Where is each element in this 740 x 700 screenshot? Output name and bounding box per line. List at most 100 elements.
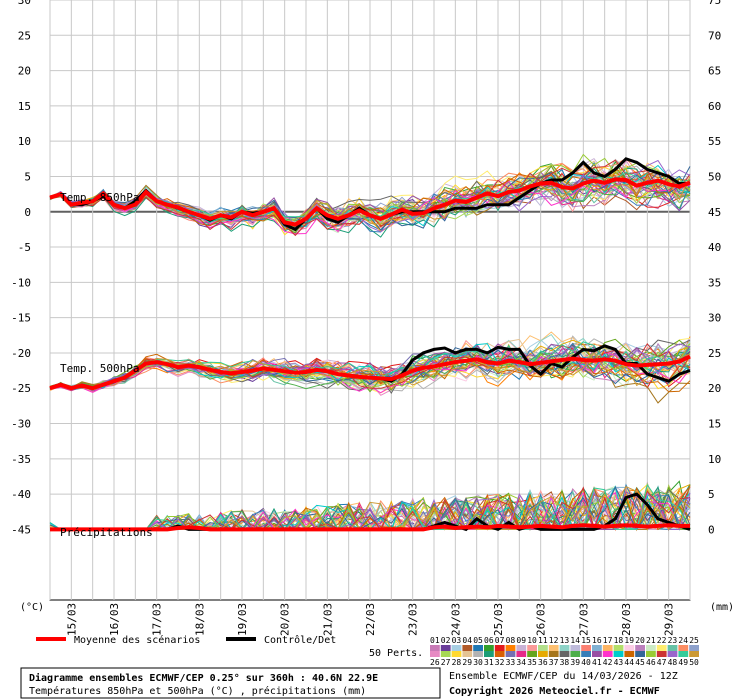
chart-grid — [49, 0, 691, 601]
panel-label-precip: Précipitations — [60, 526, 153, 539]
member-swatch — [592, 651, 602, 657]
right-tick-label: 25 — [708, 347, 721, 360]
right-tick-label: 0 — [708, 523, 715, 536]
member-number: 49 — [678, 658, 688, 667]
member-number: 02 — [441, 636, 451, 645]
panel-label-500: Temp. 500hPa — [60, 362, 139, 375]
right-tick-label: 50 — [708, 170, 721, 183]
member-number: 07 — [495, 636, 505, 645]
member-swatch — [678, 645, 689, 651]
member-swatch — [667, 645, 678, 651]
member-swatch — [516, 651, 527, 657]
member-line — [49, 343, 691, 389]
member-number: 06 — [484, 636, 494, 645]
member-swatch — [451, 651, 462, 657]
member-swatch — [440, 651, 451, 657]
main-lines — [49, 157, 691, 532]
member-swatch — [667, 651, 678, 657]
member-swatch — [494, 651, 505, 657]
member-number: 27 — [441, 658, 451, 667]
member-swatch — [635, 645, 645, 651]
member-number: 15 — [581, 636, 591, 645]
mean-line — [49, 354, 691, 391]
member-swatch — [462, 645, 473, 651]
x-tick-label: 16/03 — [108, 603, 121, 636]
member-swatch — [570, 651, 581, 657]
member-swatch — [570, 645, 581, 651]
member-swatch — [484, 645, 494, 651]
left-tick-label: 10 — [18, 135, 31, 148]
member-swatch — [656, 645, 667, 651]
member-swatch — [430, 651, 440, 657]
member-number: 14 — [570, 636, 580, 645]
x-tick-label: 26/03 — [535, 603, 548, 636]
member-swatch — [646, 651, 656, 657]
member-line — [49, 341, 691, 390]
member-number: 01 — [430, 636, 440, 645]
member-swatch — [689, 651, 699, 657]
member-line — [49, 159, 691, 233]
member-number: 45 — [635, 658, 645, 667]
member-number: 39 — [570, 658, 580, 667]
member-number: 30 — [473, 658, 483, 667]
member-number: 23 — [668, 636, 678, 645]
member-number: 10 — [527, 636, 537, 645]
member-number: 35 — [527, 658, 537, 667]
right-axis-unit: (mm) — [710, 602, 734, 613]
member-number: 29 — [462, 658, 472, 667]
left-tick-label: 15 — [18, 100, 31, 113]
x-tick-label: 25/03 — [492, 603, 505, 636]
member-swatch — [505, 651, 516, 657]
panel-label-850: Temp. 850hPa — [60, 191, 139, 204]
left-tick-label: -15 — [11, 312, 31, 325]
member-number: 16 — [592, 636, 602, 645]
member-swatch — [581, 645, 591, 651]
member-number: 48 — [668, 658, 678, 667]
member-number: 17 — [603, 636, 613, 645]
left-axis-unit: (°C) — [20, 602, 44, 613]
mean-line — [50, 523, 690, 532]
member-swatch — [656, 651, 667, 657]
member-number: 26 — [430, 658, 440, 667]
legend-control-label: Contrôle/Det — [264, 634, 336, 646]
right-tick-label: 75 — [708, 0, 721, 7]
member-number: 37 — [549, 658, 559, 667]
left-tick-label: -5 — [18, 241, 31, 254]
member-swatch — [624, 651, 635, 657]
member-number: 38 — [560, 658, 570, 667]
member-number: 47 — [657, 658, 667, 667]
member-swatch — [635, 651, 645, 657]
member-number: 24 — [678, 636, 688, 645]
member-swatch — [602, 651, 613, 657]
member-line — [49, 352, 691, 390]
member-number: 12 — [549, 636, 559, 645]
member-swatch — [440, 645, 451, 651]
member-number: 41 — [592, 658, 602, 667]
member-swatch — [559, 651, 570, 657]
x-tick-label: 21/03 — [321, 603, 334, 636]
member-number: 04 — [462, 636, 472, 645]
member-number: 36 — [538, 658, 548, 667]
member-swatch — [527, 651, 537, 657]
member-number: 22 — [657, 636, 667, 645]
member-swatch — [624, 645, 635, 651]
member-swatch — [527, 645, 537, 651]
member-swatch — [473, 645, 483, 651]
member-number: 18 — [614, 636, 624, 645]
right-tick-label: 20 — [708, 382, 721, 395]
x-tick-label: 22/03 — [364, 603, 377, 636]
x-tick-label: 28/03 — [620, 603, 633, 636]
member-number: 03 — [452, 636, 462, 645]
member-number: 32 — [495, 658, 505, 667]
left-tick-label: 30 — [18, 0, 31, 7]
legend: Moyenne des scénarios Contrôle/Det 50 Pe… — [36, 634, 699, 667]
member-swatch — [473, 651, 483, 657]
member-swatch — [559, 645, 570, 651]
member-number: 44 — [624, 658, 634, 667]
x-tick-label: 18/03 — [193, 603, 206, 636]
member-swatch — [484, 651, 494, 657]
left-tick-label: -30 — [11, 418, 31, 431]
right-tick-label: 40 — [708, 241, 721, 254]
member-number: 20 — [635, 636, 645, 645]
